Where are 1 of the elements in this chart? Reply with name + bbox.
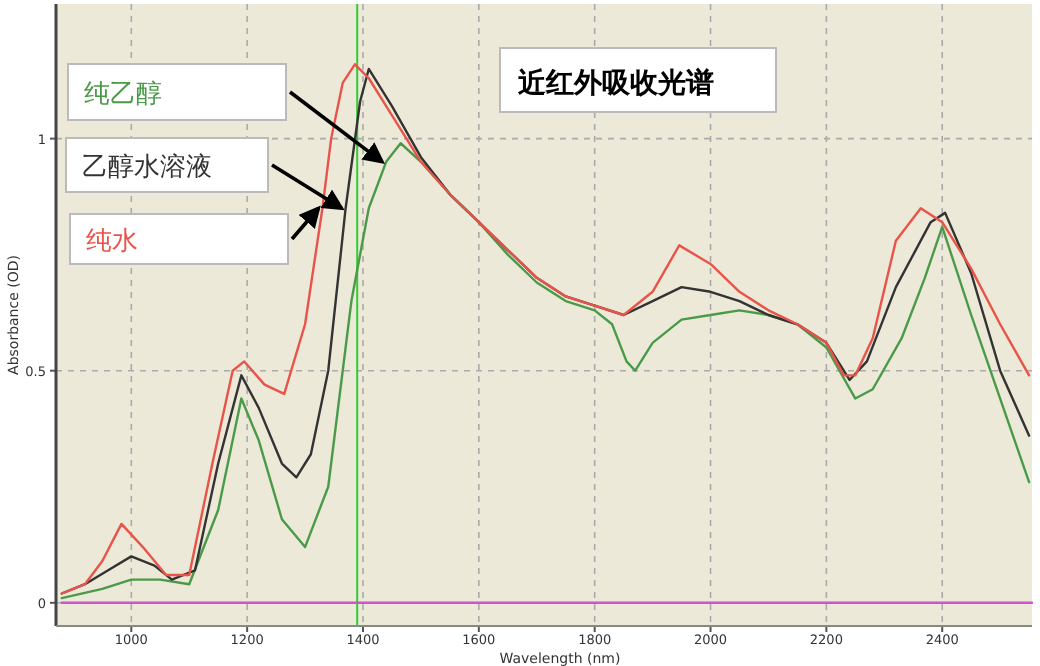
title: 近红外吸收光谱: [499, 47, 777, 113]
